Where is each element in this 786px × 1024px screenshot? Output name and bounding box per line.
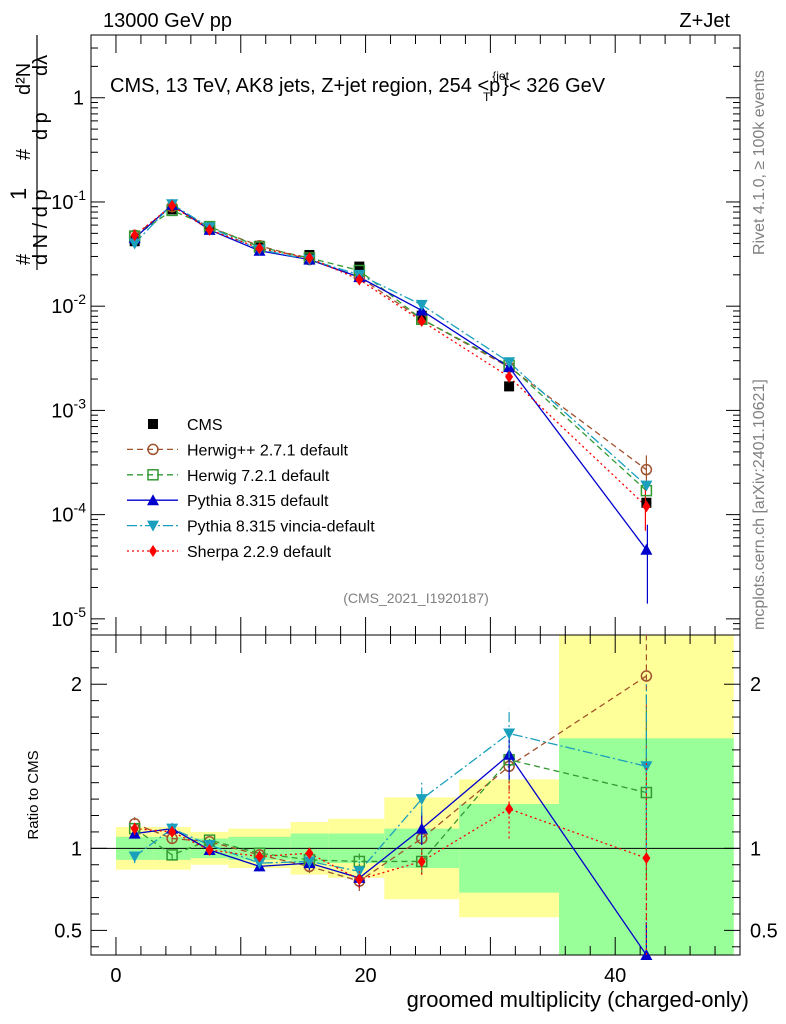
x-tick-label: 40 (604, 965, 626, 987)
legend-label: Pythia 8.315 default (187, 493, 329, 510)
ratio-series-point (130, 822, 139, 835)
main-series-point (640, 480, 653, 492)
y-label-denominator: d N / d p (30, 189, 52, 265)
ratio-y-tick-label: 2 (71, 674, 82, 696)
main-series-point (255, 242, 264, 255)
legend-marker (149, 545, 157, 557)
ratio-series-point (503, 728, 516, 740)
main-y-tick-label: 1 (73, 88, 84, 110)
y-label-fraction: # (13, 253, 35, 265)
legend-marker (147, 469, 159, 481)
x-axis-label: groomed multiplicity (charged-only) (407, 987, 749, 1012)
ratio-plot-panel: 0.5 0.5 1 1 2 2 0 20 40 (54, 634, 778, 987)
main-y-tick-label: 10-2 (51, 291, 86, 318)
legend-label: Pythia 8.315 vincia-default (187, 519, 375, 536)
legend: CMS Herwig++ 2.7.1 default Herwig 7.2.1 de… (127, 417, 375, 561)
ratio-x-axis: 0 20 40 (110, 635, 716, 987)
ratio-y-tick-label-right: 1 (750, 838, 761, 860)
cms-data-point (504, 381, 515, 392)
ratio-series-line (134, 808, 647, 881)
ratio-series-markers (128, 635, 653, 960)
rivet-version-label: Rivet 4.1.0, ≥ 100k events (751, 70, 768, 255)
main-y-axis-label: # 1 d N / d p # d p d²N dλ (6, 35, 52, 270)
ratio-series-line (134, 732, 647, 873)
ratio-series-point (128, 851, 141, 863)
main-y-tick-label: 10-1 (51, 187, 86, 214)
ratio-series-point (166, 849, 178, 861)
ratio-series-point (640, 761, 653, 773)
y-label-d2n: d²N (13, 63, 35, 95)
main-y-tick-label: 10-5 (51, 604, 86, 631)
main-series-point (128, 238, 141, 250)
mcplots-label: mcplots.cern.ch [arXiv:2401.10621] (751, 379, 768, 630)
main-series-point (305, 251, 314, 264)
main-series-point (355, 273, 364, 286)
ratio-series-point (415, 822, 428, 834)
main-series-point (415, 299, 428, 311)
ratio-y-tick-label: 0.5 (54, 920, 82, 942)
ratio-series-point (642, 852, 651, 865)
ratio-series-point (168, 825, 177, 838)
analysis-id: (CMS_2021_I1920187) (343, 590, 489, 606)
ratio-series-point (640, 670, 653, 682)
x-tick-label: 0 (110, 965, 121, 987)
legend-marker (147, 520, 159, 532)
ratio-series-point (305, 847, 314, 860)
chart-title: CMS, 13 TeV, AK8 jets, Z+jet region, 254… (110, 69, 606, 104)
legend-label: Herwig++ 2.7.1 default (187, 442, 349, 459)
ratio-y-tick-label: 1 (71, 838, 82, 860)
x-tick-label: 20 (354, 965, 376, 987)
ratio-series-point (255, 850, 264, 863)
ratio-series-point (505, 802, 514, 815)
legend-marker (147, 443, 159, 456)
main-series-point (640, 543, 653, 555)
legend-label: CMS (187, 417, 223, 434)
ratio-y-tick-label-right: 2 (750, 674, 761, 696)
main-series-point (640, 463, 653, 476)
ratio-y-axis-label: Ratio to CMS (25, 750, 42, 839)
main-y-axis: 1 10-1 10-2 10-3 10-4 10-5 (51, 34, 740, 636)
main-y-tick-label: 10-4 (51, 500, 86, 527)
main-series-point (205, 223, 214, 236)
main-y-tick-label: 10-3 (51, 395, 86, 422)
main-series-point (642, 500, 651, 513)
y-label-dp: d p (30, 112, 52, 140)
cms-data-point (354, 261, 365, 272)
main-series-point (503, 357, 516, 369)
legend-label: Herwig 7.2.1 default (187, 468, 330, 485)
ratio-series-point (303, 856, 316, 868)
header-right: Z+Jet (679, 10, 730, 32)
main-series-point (417, 315, 426, 328)
main-series-point (130, 229, 139, 242)
y-label-numerator: # (13, 148, 35, 160)
legend-label: Sherpa 2.2.9 default (187, 544, 332, 561)
y-label-dlambda: dλ (30, 55, 52, 76)
header-left: 13000 GeV pp (103, 10, 232, 32)
ratio-series-point (205, 843, 214, 856)
ratio-series-point (417, 855, 426, 868)
y-label-one: 1 (6, 188, 31, 200)
ratio-series-point (415, 794, 428, 806)
main-series-markers (128, 198, 653, 604)
legend-marker (148, 419, 158, 429)
ratio-series-point (253, 858, 266, 870)
main-plot-panel: 1 10-1 10-2 10-3 10-4 10-5 CMS, 13 TeV, AK8 j… (51, 34, 741, 636)
main-series-point (168, 199, 177, 212)
main-x-axis-ticks (115, 35, 716, 635)
legend-marker (147, 494, 159, 506)
ratio-series-point (355, 873, 364, 886)
ratio-y-tick-label-right: 0.5 (750, 920, 778, 942)
main-series-line (134, 204, 647, 507)
main-series-point (505, 370, 514, 383)
ratio-y-axis: 0.5 0.5 1 1 2 2 (54, 650, 778, 948)
